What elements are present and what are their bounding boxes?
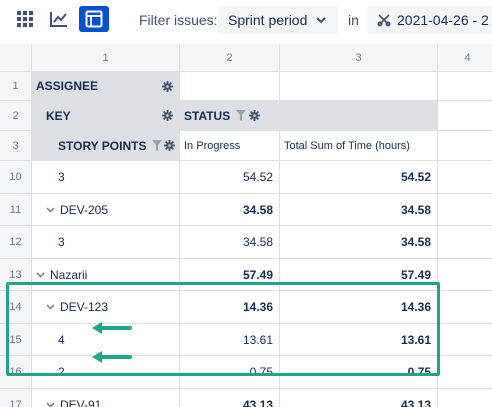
total-time-header[interactable]: Total Sum of Time (hours) (280, 131, 438, 161)
dimension-label: 2 (58, 365, 65, 379)
total-time-value[interactable]: 34.58 (280, 226, 438, 259)
empty-cell (438, 324, 492, 356)
row-header[interactable]: 15 (0, 324, 32, 356)
dimension-label: DEV-91 (60, 397, 102, 407)
chevron-down-icon[interactable] (46, 304, 55, 310)
row-header[interactable]: 1 (0, 72, 32, 101)
empty-cell (438, 131, 492, 161)
chevron-down-icon (316, 16, 327, 23)
pivot-grid: 1 2 3 4 1 ASSIGNEE 2 KEY STATUS 3 STORY … (0, 44, 492, 407)
in-progress-header[interactable]: In Progress (180, 131, 280, 161)
filter-select[interactable]: Sprint period (218, 6, 338, 34)
in-progress-value[interactable]: 0.75 (180, 356, 280, 389)
dimension-cell[interactable]: DEV-91 (32, 389, 180, 407)
in-progress-value[interactable]: 54.52 (180, 161, 280, 194)
dimension-cell[interactable]: DEV-123 (32, 291, 180, 324)
assignee-header[interactable]: ASSIGNEE (32, 72, 180, 101)
column-header[interactable]: 1 (32, 44, 180, 72)
empty-cell (438, 389, 492, 407)
status-header[interactable]: STATUS (180, 101, 438, 131)
total-time-value[interactable]: 13.61 (280, 324, 438, 356)
row-header[interactable]: 10 (0, 161, 32, 194)
key-label: KEY (46, 108, 71, 123)
row-header[interactable]: 16 (0, 356, 32, 389)
empty-cell (180, 72, 280, 101)
assignee-label: ASSIGNEE (36, 79, 99, 93)
dimension-cell[interactable]: 3 (32, 161, 180, 194)
arrow-left-icon (92, 322, 132, 334)
chart-icon (50, 12, 67, 27)
in-progress-value[interactable]: 13.61 (180, 324, 280, 356)
dimension-cell[interactable]: DEV-205 (32, 194, 180, 226)
period-select-value: 2021-04-26 - 2 (397, 12, 489, 28)
total-time-value[interactable]: 54.52 (280, 161, 438, 194)
column-header[interactable]: 2 (180, 44, 280, 72)
row-header[interactable]: 13 (0, 259, 32, 291)
row-header[interactable]: 14 (0, 291, 32, 324)
story-points-header[interactable]: STORY POINTS (32, 131, 180, 161)
row-header[interactable]: 11 (0, 194, 32, 226)
empty-cell (438, 259, 492, 291)
total-time-value[interactable]: 57.49 (280, 259, 438, 291)
gear-icon[interactable] (162, 80, 173, 92)
grid-icon (17, 11, 33, 27)
dimension-label: 3 (58, 170, 65, 184)
column-header[interactable]: 3 (280, 44, 438, 72)
gear-icon[interactable] (249, 110, 261, 121)
chart-view-button[interactable] (44, 6, 74, 32)
empty-cell (438, 291, 492, 324)
table-icon (85, 10, 103, 28)
empty-cell (280, 72, 438, 101)
in-label: in (348, 12, 359, 28)
dimension-label: DEV-123 (60, 300, 109, 314)
total-time-value[interactable]: 34.58 (280, 194, 438, 226)
status-label: STATUS (184, 108, 231, 123)
dimension-label: 4 (58, 332, 65, 347)
grid-corner (0, 44, 32, 72)
row-header[interactable]: 17 (0, 389, 32, 407)
empty-cell (438, 226, 492, 259)
empty-cell (438, 161, 492, 194)
in-progress-value[interactable]: 57.49 (180, 259, 280, 291)
filter-icon[interactable] (152, 140, 162, 151)
period-select[interactable]: 2021-04-26 - 2 (367, 6, 492, 34)
dimension-cell[interactable]: Nazarii (32, 259, 180, 291)
key-header[interactable]: KEY (32, 101, 180, 131)
in-progress-value[interactable]: 34.58 (180, 226, 280, 259)
table-view-button[interactable] (79, 6, 109, 32)
story-points-label: STORY POINTS (58, 138, 147, 153)
in-progress-value[interactable]: 34.58 (180, 194, 280, 226)
gear-icon[interactable] (164, 140, 175, 151)
dimension-label: Nazarii (50, 267, 88, 282)
total-time-value[interactable]: 0.75 (280, 356, 438, 389)
grid-view-button[interactable] (10, 6, 40, 32)
filter-issues-label: Filter issues: (139, 12, 218, 28)
empty-cell (438, 72, 492, 101)
gear-icon[interactable] (162, 110, 173, 121)
dimension-cell[interactable]: 2 (32, 356, 180, 389)
row-header[interactable]: 2 (0, 101, 32, 131)
chevron-down-icon[interactable] (46, 402, 55, 407)
dimension-cell[interactable]: 3 (32, 226, 180, 259)
empty-cell (438, 194, 492, 226)
row-header[interactable]: 12 (0, 226, 32, 259)
column-header[interactable]: 4 (438, 44, 492, 72)
filter-icon[interactable] (236, 110, 247, 121)
chevron-down-icon[interactable] (36, 272, 45, 278)
row-header[interactable]: 3 (0, 131, 32, 161)
dimension-label: 3 (58, 235, 65, 249)
in-progress-value[interactable]: 43.13 (180, 389, 280, 407)
total-time-value[interactable]: 14.36 (280, 291, 438, 324)
dimension-label: DEV-205 (60, 202, 109, 217)
filter-select-value: Sprint period (228, 12, 308, 28)
arrow-left-icon (92, 351, 132, 363)
empty-cell (438, 356, 492, 389)
total-time-value[interactable]: 43.13 (280, 389, 438, 407)
in-progress-value[interactable]: 14.36 (180, 291, 280, 324)
toolbar: Filter issues: Sprint period in 2021-04-… (0, 0, 492, 42)
sprint-icon (377, 14, 391, 27)
chevron-down-icon[interactable] (46, 207, 55, 213)
empty-cell (438, 101, 492, 131)
